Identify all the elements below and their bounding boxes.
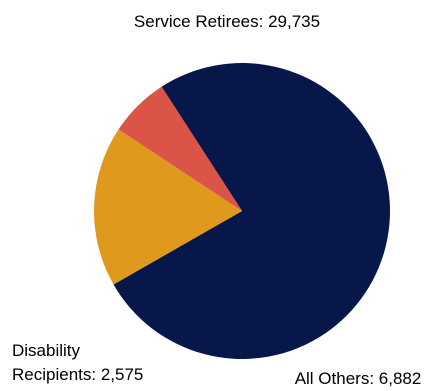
label-disability-recipients-line2: Recipients: 2,575	[12, 365, 143, 384]
label-all-others: All Others: 6,882	[295, 369, 422, 388]
label-disability-recipients-line1: Disability	[12, 341, 81, 360]
slice-service-retirees	[113, 63, 391, 360]
label-service-retirees: Service Retirees: 29,735	[134, 12, 320, 31]
pie-slices	[94, 63, 391, 360]
slice-disability-recipients	[118, 86, 242, 211]
slice-all-others	[94, 129, 243, 285]
